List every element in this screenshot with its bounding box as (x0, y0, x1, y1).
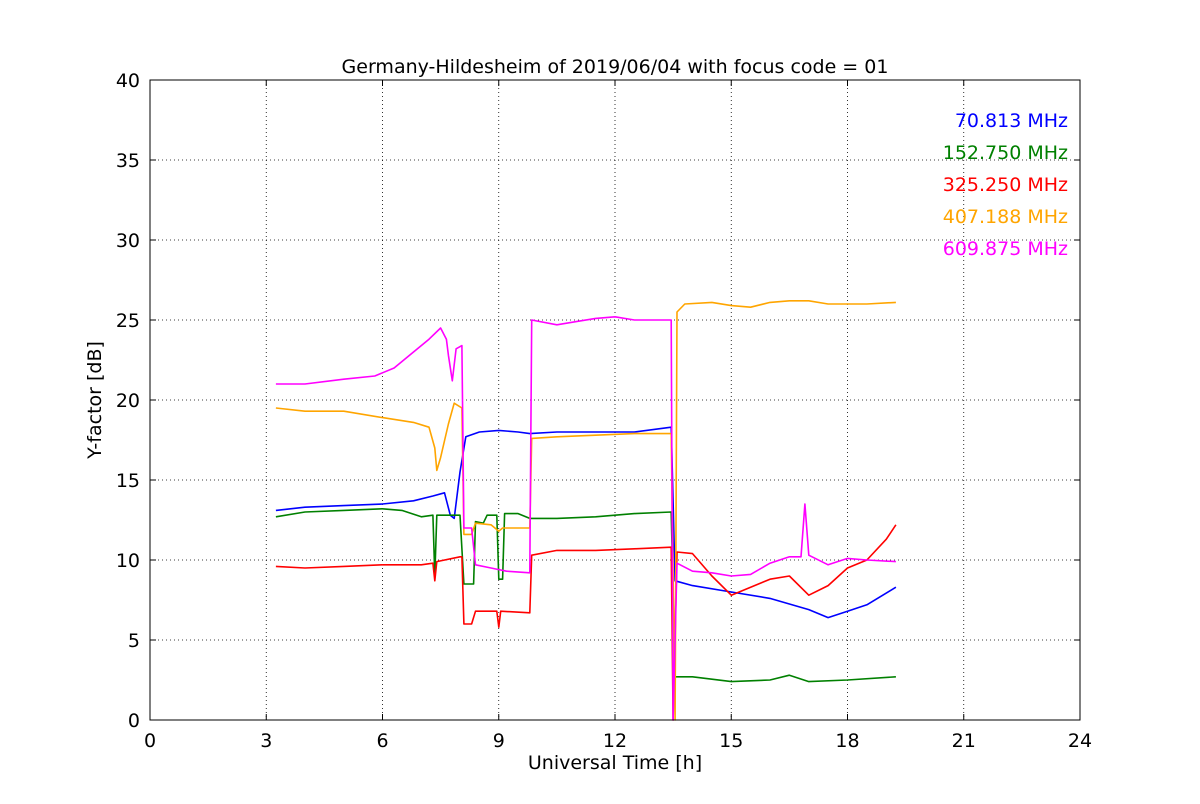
legend-entry: 407.188 MHz (943, 206, 1068, 228)
legend: 70.813 MHz 152.750 MHz 325.250 MHz 407.188 … (943, 110, 1068, 260)
axis-ticks: 0 3 6 9 12 15 18 21 24 0 5 10 15 20 25 30 35 40 (116, 70, 1092, 752)
x-axis-label: Universal Time [h] (528, 752, 702, 774)
y-tick-label: 25 (116, 310, 140, 332)
legend-entry: 152.750 MHz (943, 142, 1068, 164)
series-line-2 (275, 524, 897, 721)
x-tick-label: 12 (603, 730, 627, 752)
y-tick-label: 20 (116, 390, 140, 412)
y-axis-label: Y-factor [dB] (84, 341, 106, 460)
plot-series (275, 300, 897, 721)
x-tick-label: 0 (144, 730, 156, 752)
series-line-1 (275, 508, 896, 683)
x-tick-label: 6 (376, 730, 388, 752)
series-line-0 (275, 426, 897, 619)
chart-title: Germany-Hildesheim of 2019/06/04 with fo… (342, 56, 889, 78)
x-tick-label: 24 (1068, 730, 1092, 752)
x-tick-label: 9 (493, 730, 505, 752)
grid-lines (150, 80, 1080, 720)
x-tick-label: 18 (835, 730, 859, 752)
x-tick-label: 15 (719, 730, 743, 752)
y-tick-label: 35 (116, 150, 140, 172)
y-tick-label: 5 (128, 630, 140, 652)
y-tick-label: 15 (116, 470, 140, 492)
legend-entry: 609.875 MHz (943, 238, 1068, 260)
legend-entry: 325.250 MHz (943, 174, 1068, 196)
series-line-4 (275, 316, 896, 721)
y-tick-label: 0 (128, 710, 140, 732)
x-tick-label: 3 (260, 730, 272, 752)
y-tick-label: 30 (116, 230, 140, 252)
x-tick-label: 21 (952, 730, 976, 752)
y-tick-label: 10 (116, 550, 140, 572)
y-tick-label: 40 (116, 70, 140, 92)
legend-entry: 70.813 MHz (955, 110, 1068, 132)
